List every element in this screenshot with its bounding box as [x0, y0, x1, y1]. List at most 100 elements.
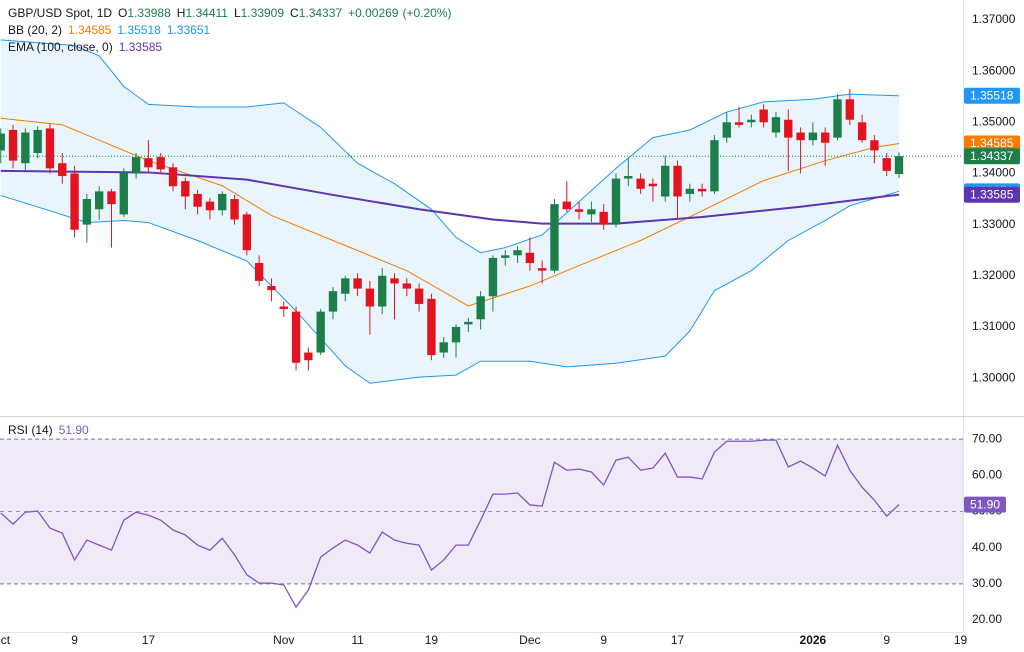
- x-tick-label: Dec: [519, 633, 540, 647]
- change: +0.00269: [348, 6, 399, 20]
- candle-body: [759, 109, 768, 123]
- candle-body: [119, 172, 128, 215]
- candle-body: [328, 291, 338, 312]
- candle-body: [870, 140, 879, 151]
- price-badge-label: 1.34585: [970, 136, 1014, 150]
- y-tick-label: 1.32000: [972, 268, 1016, 282]
- bb-basis-value: 1.34585: [68, 23, 112, 37]
- candle-body: [205, 201, 215, 211]
- bb-basis-line: [0, 117, 900, 307]
- price-badge: [964, 186, 1020, 203]
- x-tick-label: 19: [425, 633, 439, 647]
- bb-upper-value: 1.35518: [117, 23, 161, 37]
- candle-body: [341, 278, 350, 294]
- rsi-legend: RSI (14) 51.90: [8, 423, 89, 437]
- price-badge-label: 1.33585: [970, 187, 1014, 201]
- x-tick-label: Nov: [273, 633, 294, 647]
- candle-body: [402, 283, 411, 289]
- candle-body: [254, 263, 264, 281]
- x-tick-label: 19: [954, 633, 968, 647]
- candle-body: [882, 158, 891, 171]
- candle-body: [94, 191, 104, 210]
- y-tick-label: 1.35000: [972, 114, 1016, 128]
- candle-body: [845, 99, 854, 120]
- price-badge: [964, 87, 1020, 104]
- candle-body: [525, 252, 535, 264]
- bb-lower-value: 1.33651: [167, 23, 211, 37]
- candle-body: [697, 188, 707, 192]
- ohlc-value: 1.33909: [241, 6, 285, 20]
- candle-body: [181, 181, 190, 197]
- candle-body: [599, 211, 608, 225]
- x-tick-label: 9: [883, 633, 890, 647]
- candle-body: [230, 199, 239, 220]
- candle-body: [820, 132, 830, 143]
- candle-body: [722, 122, 731, 138]
- candle-body: [833, 99, 842, 138]
- candle-body: [710, 140, 719, 192]
- y-tick-label: 1.37000: [972, 12, 1016, 26]
- candle-body: [648, 183, 658, 187]
- candle-body: [390, 278, 399, 284]
- candle-body: [784, 119, 793, 138]
- ohlc-key: O: [118, 6, 127, 20]
- candle-body: [70, 173, 79, 230]
- x-tick-label: Oct: [0, 633, 11, 647]
- candle-body: [685, 188, 695, 194]
- candle-body: [476, 296, 485, 320]
- candle-body: [624, 176, 633, 179]
- plot-layer: [0, 39, 963, 609]
- candle-body: [661, 165, 670, 197]
- candle-body: [0, 133, 5, 151]
- ema-legend: EMA (100, close, 0) 1.33585: [8, 40, 162, 54]
- candle-body: [218, 193, 227, 211]
- candle-body: [513, 250, 522, 256]
- candle-body: [611, 178, 621, 225]
- overlay-layer: 1.30000 1.31000 1.32000 1.33000 1.34000 1.350…: [0, 6, 1020, 647]
- bb-name: BB (20, 2): [8, 23, 62, 37]
- candle-body: [796, 132, 805, 141]
- candle-body: [242, 214, 252, 251]
- candle-body: [636, 178, 645, 189]
- x-tick-label: 9: [600, 633, 607, 647]
- y-tick-label: 1.36000: [972, 63, 1016, 77]
- candle-body: [304, 352, 313, 361]
- rsi-tick-label: 60.00: [972, 467, 1002, 481]
- y-tick-label: 1.34000: [972, 166, 1016, 180]
- candle-body: [673, 165, 682, 197]
- candle-body: [168, 167, 178, 187]
- x-tick-label: 17: [142, 633, 156, 647]
- candle-body: [378, 275, 387, 307]
- ema-name: EMA (100, close, 0): [8, 40, 113, 54]
- candle-body: [144, 158, 153, 168]
- ohlc-value: 1.34411: [185, 6, 228, 20]
- candle-body: [291, 311, 301, 363]
- candle-body: [587, 209, 596, 215]
- candle-body: [45, 128, 55, 169]
- rsi-tick-label: 40.00: [972, 540, 1002, 554]
- ema-line: [0, 169, 900, 225]
- rsi-line: [0, 439, 900, 609]
- candle-body: [771, 117, 781, 133]
- price-badge-label: 1.34337: [970, 149, 1014, 163]
- candle-body: [107, 191, 116, 205]
- x-tick-label: 2026: [800, 633, 827, 647]
- bb-lower-line: [0, 190, 900, 384]
- rsi-tick-label: 70.00: [972, 431, 1002, 445]
- candle-body: [488, 257, 498, 297]
- candle-body: [414, 288, 424, 304]
- ohlc-key: C: [290, 6, 299, 20]
- bb-legend: BB (20, 2) 1.34585 1.35518 1.33651: [8, 23, 211, 37]
- candle-body: [316, 311, 325, 353]
- candle-body: [33, 129, 42, 153]
- price-badge-label: 1.35518: [970, 88, 1014, 102]
- candle-body: [439, 342, 448, 353]
- candle-body: [193, 193, 202, 207]
- candle-body: [562, 201, 571, 210]
- rsi-name: RSI (14): [8, 423, 53, 437]
- candle-body: [550, 204, 559, 271]
- y-tick-label: 1.30000: [972, 370, 1016, 384]
- candle-body: [21, 132, 30, 164]
- candle-body: [808, 132, 818, 141]
